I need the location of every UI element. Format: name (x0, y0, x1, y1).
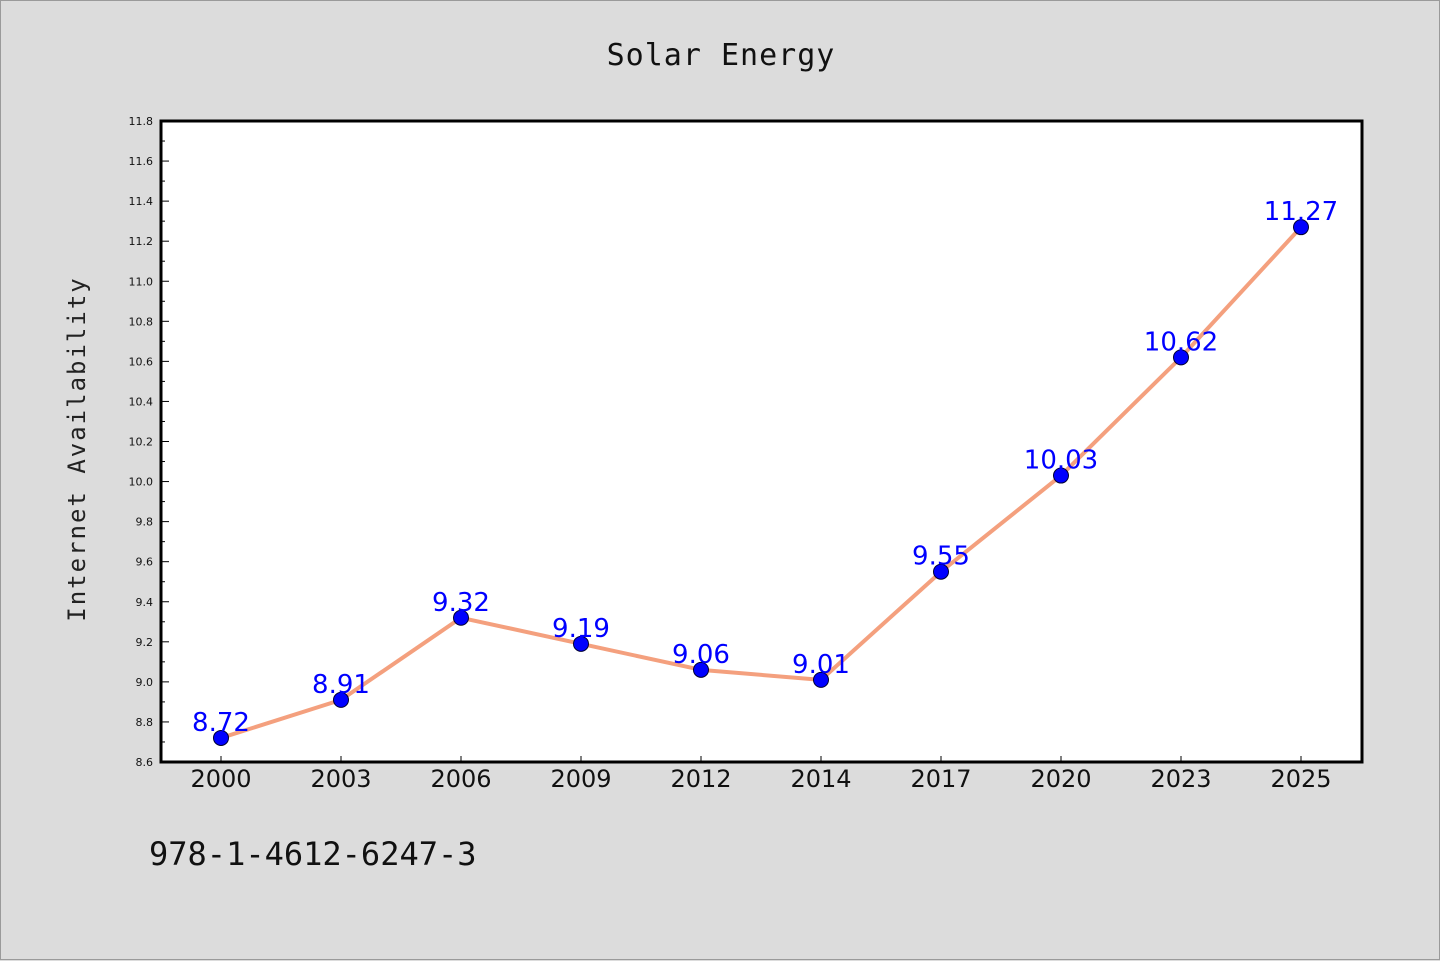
data-point (813, 671, 829, 688)
y-tick-label: 9.6 (136, 556, 154, 569)
x-axis-ticks: 2000 2003 2006 2009 2012 2014 2017 2020 2023 2025 (190, 756, 1332, 793)
data-point (933, 563, 949, 580)
data-label: 10.03 (1024, 446, 1098, 476)
data-point (453, 609, 469, 626)
y-tick-label: 9.2 (136, 636, 154, 649)
data-label: 10.62 (1144, 327, 1218, 357)
data-labels: 8.72 8.91 9.32 9.19 9.06 9.01 9.55 10.03 10.62 11… (192, 197, 1338, 738)
data-point (333, 691, 349, 708)
data-label: 11.27 (1264, 197, 1338, 227)
y-tick-label: 11.2 (129, 235, 154, 248)
data-label: 9.06 (672, 640, 730, 670)
chart-title: Solar Energy (607, 38, 836, 73)
data-point (1053, 467, 1069, 484)
footer-isbn: 978-1-4612-6247-3 (149, 835, 477, 873)
x-tick-label: 2003 (310, 765, 371, 793)
x-tick-label: 2025 (1270, 765, 1331, 793)
x-tick-label: 2014 (790, 765, 851, 793)
x-tick-label: 2017 (910, 765, 971, 793)
y-tick-label: 10.8 (129, 315, 154, 328)
plot-area (161, 121, 1362, 762)
y-axis-ticks: 8.6 8.8 9.0 9.2 9.4 9.6 9.8 10.0 10.2 10.4 10.6 10.… (129, 115, 169, 769)
y-tick-label: 11.8 (129, 115, 154, 128)
x-tick-label: 2000 (190, 765, 251, 793)
data-point (1173, 349, 1189, 366)
series-line-group (219, 225, 1303, 740)
x-tick-label: 2009 (550, 765, 611, 793)
y-axis-label: Internet Availability (63, 276, 91, 621)
y-tick-label: 8.8 (136, 716, 154, 729)
y-tick-label: 9.8 (136, 516, 154, 529)
y-tick-label: 10.6 (129, 355, 154, 368)
y-tick-label: 9.0 (136, 676, 154, 689)
data-label: 8.72 (192, 708, 250, 738)
x-tick-label: 2012 (670, 765, 731, 793)
data-label: 9.32 (432, 588, 490, 618)
y-tick-label: 11.0 (129, 275, 154, 288)
plot-border (159, 119, 1364, 764)
series-line (219, 225, 1303, 740)
y-tick-label: 8.6 (136, 756, 154, 769)
y-tick-label: 11.6 (129, 155, 154, 168)
y-tick-label: 9.4 (136, 596, 154, 609)
data-point (573, 635, 589, 652)
data-label: 9.19 (552, 614, 610, 644)
y-tick-label: 10.4 (129, 395, 154, 408)
y-tick-label: 10.0 (129, 476, 154, 489)
data-label: 9.55 (912, 542, 970, 572)
y-tick-label: 11.4 (129, 195, 154, 208)
x-tick-label: 2006 (430, 765, 491, 793)
data-label: 9.01 (792, 650, 850, 680)
data-point (693, 661, 709, 678)
x-tick-label: 2020 (1030, 765, 1091, 793)
data-label: 8.91 (312, 670, 370, 700)
y-tick-label: 10.2 (129, 436, 154, 449)
data-point (213, 729, 229, 746)
data-points (213, 219, 1309, 746)
x-tick-label: 2023 (1150, 765, 1211, 793)
data-point (1293, 219, 1309, 236)
